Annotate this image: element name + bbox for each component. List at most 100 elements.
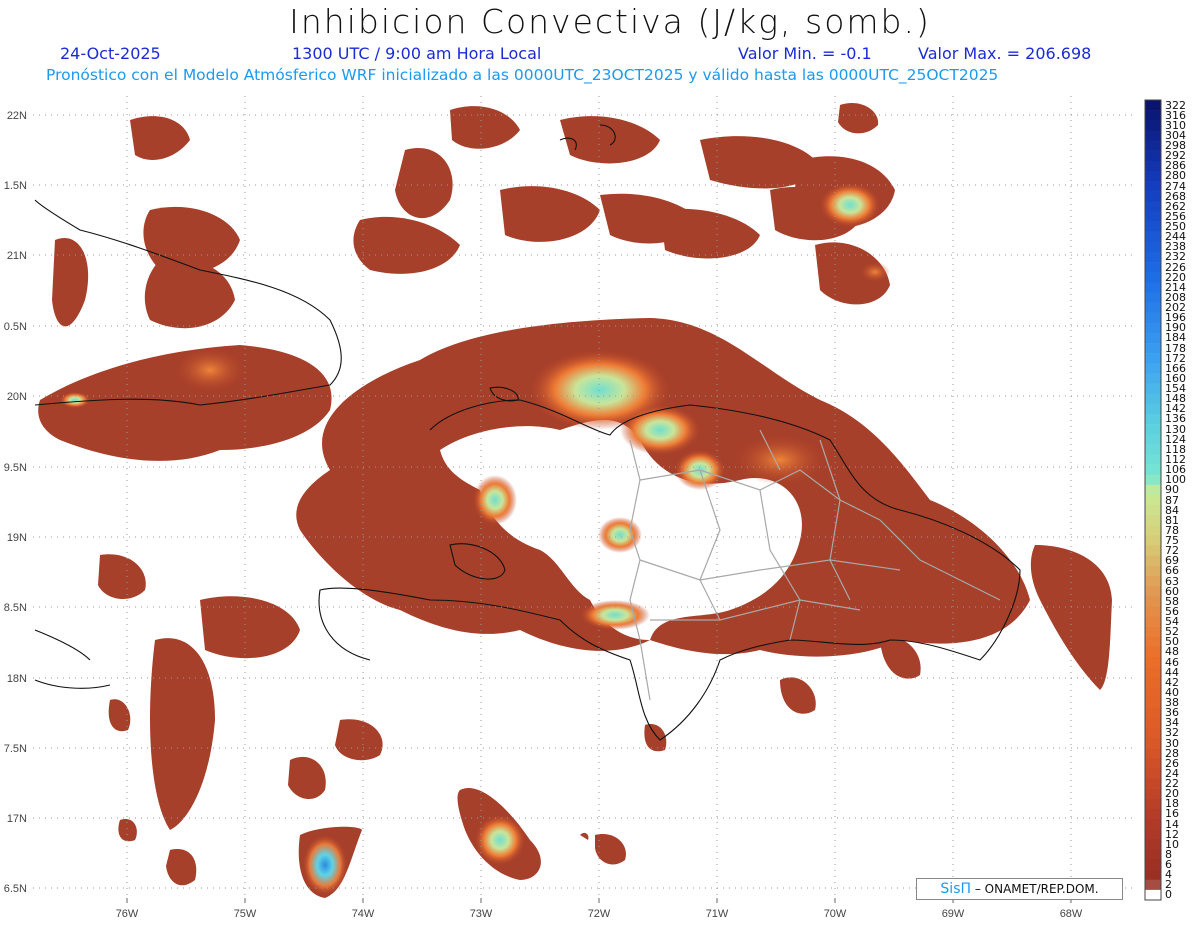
colorbar-label: 250	[1165, 220, 1186, 234]
colorbar-swatch	[1145, 636, 1161, 648]
colorbar-swatch	[1145, 403, 1161, 415]
colorbar-swatch	[1145, 677, 1161, 688]
colorbar-label: 256	[1165, 209, 1186, 223]
colorbar-label: 20	[1165, 787, 1179, 801]
colorbar-label: 54	[1165, 615, 1179, 629]
colorbar-swatch	[1145, 100, 1161, 111]
colorbar-swatch	[1145, 869, 1161, 881]
coastlines	[34, 124, 1021, 741]
lon-label: 76W	[116, 908, 139, 920]
colorbar-swatch	[1145, 616, 1161, 627]
colorbar-swatch	[1145, 484, 1161, 496]
colorbar-label: 90	[1165, 483, 1179, 497]
colorbar-swatch	[1145, 191, 1161, 202]
colorbar-swatch	[1145, 788, 1161, 800]
colorbar-swatch	[1145, 505, 1161, 516]
colorbar-swatch	[1145, 130, 1161, 141]
colorbar-swatch	[1145, 646, 1161, 658]
lon-label: 70W	[824, 908, 847, 920]
colorbar-swatch	[1145, 454, 1161, 465]
colorbar-swatch	[1145, 818, 1161, 830]
colorbar-swatch	[1145, 626, 1161, 638]
colorbar-swatch	[1145, 211, 1161, 222]
colorbar-label: 12	[1165, 827, 1179, 841]
colorbar-swatch	[1145, 798, 1161, 810]
colorbar-label: 238	[1165, 240, 1186, 254]
colorbar-label: 136	[1165, 412, 1186, 426]
colorbar-label: 50	[1165, 635, 1179, 649]
colorbar-swatch	[1145, 535, 1161, 546]
colorbar-label: 8	[1165, 847, 1172, 861]
lon-label: 72W	[588, 908, 611, 920]
colorbar-swatch	[1145, 839, 1161, 850]
colorbar-label: 130	[1165, 422, 1186, 436]
colorbar-label: 56	[1165, 604, 1179, 618]
colorbar-label: 148	[1165, 392, 1186, 406]
date-label: 24-Oct-2025	[60, 44, 161, 63]
colorbar-label: 244	[1165, 230, 1186, 244]
colorbar-swatch	[1145, 768, 1161, 779]
colorbar-swatch	[1145, 343, 1161, 354]
time-label: 1300 UTC / 9:00 am Hora Local	[292, 44, 542, 63]
colorbar-swatch	[1145, 545, 1161, 556]
colorbar-swatch	[1145, 525, 1161, 536]
colorbar-label: 22	[1165, 777, 1179, 791]
colorbar-label: 4	[1165, 868, 1172, 882]
colorbar-label: 60	[1165, 584, 1179, 598]
colorbar-label: 28	[1165, 746, 1179, 760]
colorbar-label: 2	[1165, 878, 1172, 892]
colorbar-swatch	[1145, 221, 1161, 232]
colorbar-label: 42	[1165, 675, 1179, 689]
colorbar-label: 184	[1165, 331, 1186, 345]
lat-label: 18N	[7, 673, 27, 685]
credit-text: – ONAMET/REP.DOM.	[974, 882, 1099, 896]
colorbar-label: 262	[1165, 199, 1186, 213]
colorbar-swatch	[1145, 241, 1161, 253]
colorbar-swatch	[1145, 656, 1161, 668]
colorbar-label: 0	[1165, 888, 1172, 902]
colorbar-swatch	[1145, 231, 1161, 243]
colorbar-swatch	[1145, 565, 1161, 577]
colorbar-swatch	[1145, 829, 1161, 840]
colorbar-label: 32	[1165, 726, 1179, 740]
colorbar-swatch	[1145, 687, 1161, 698]
colorbar-swatch	[1145, 170, 1161, 182]
colorbar-label: 226	[1165, 260, 1186, 274]
colorbar-swatch	[1145, 302, 1161, 313]
colorbar-swatch	[1145, 160, 1161, 172]
colorbar-label: 30	[1165, 736, 1179, 750]
lat-label: 17N	[7, 813, 27, 825]
colorbar-label: 286	[1165, 159, 1186, 173]
colorbar-swatch	[1145, 697, 1161, 708]
colorbar-label: 112	[1165, 452, 1186, 466]
colorbar-label: 48	[1165, 645, 1179, 659]
colorbar-label: 154	[1165, 382, 1186, 396]
colorbar-swatch	[1145, 140, 1161, 151]
colorbar-label: 6	[1165, 858, 1172, 872]
colorbar-swatch	[1145, 353, 1161, 364]
colorbar-swatch	[1145, 413, 1161, 425]
colorbar-swatch	[1145, 282, 1161, 293]
colorbar-label: 196	[1165, 311, 1186, 325]
credit-box: SisΠ – ONAMET/REP.DOM.	[916, 878, 1123, 900]
colorbar-label: 202	[1165, 301, 1186, 315]
colorbar-swatch	[1145, 434, 1161, 445]
colorbar-swatch	[1145, 596, 1161, 607]
colorbar-label: 190	[1165, 321, 1186, 335]
colorbar-label: 16	[1165, 807, 1179, 821]
colorbar-label: 78	[1165, 523, 1179, 537]
colorbar-label: 14	[1165, 817, 1179, 831]
colorbar-label: 84	[1165, 503, 1179, 517]
colorbar-swatch	[1145, 515, 1161, 526]
colorbar-swatch	[1145, 373, 1161, 384]
colorbar-swatch	[1145, 879, 1161, 891]
colorbar-label: 38	[1165, 696, 1179, 710]
colorbar-swatch	[1145, 262, 1161, 273]
colorbar-label: 66	[1165, 564, 1179, 578]
colorbar-label: 124	[1165, 432, 1186, 446]
colorbar-swatch	[1145, 849, 1161, 860]
lat-label: 0.5N	[4, 321, 27, 333]
colorbar-swatch	[1145, 717, 1161, 729]
colorbar-label: 292	[1165, 149, 1186, 163]
